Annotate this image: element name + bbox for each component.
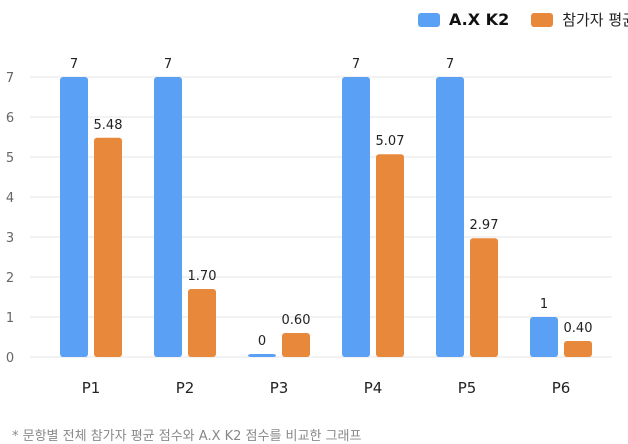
data-label: 7 <box>352 57 360 72</box>
legend: A.X K2 참가자 평균 <box>418 9 628 30</box>
bar-p1-series-2 <box>94 137 122 357</box>
x-tick-label: P2 <box>176 379 195 397</box>
x-tick-label: P3 <box>270 379 289 397</box>
data-label: 5.48 <box>94 118 123 133</box>
bar-p6-series-2 <box>564 341 592 357</box>
bar-p1-series-1 <box>60 77 88 357</box>
legend-item-ax-k2: A.X K2 <box>418 10 509 29</box>
y-tick-label: 3 <box>6 231 14 246</box>
bar-p5-series-1 <box>436 77 464 357</box>
legend-swatch-ax-k2 <box>418 12 440 27</box>
y-tick-label: 1 <box>6 311 14 326</box>
data-label: 1 <box>540 297 548 312</box>
y-tick-label: 4 <box>6 191 14 206</box>
y-tick-label: 6 <box>6 111 14 126</box>
x-tick-label: P5 <box>458 379 477 397</box>
data-label: 0.40 <box>564 321 593 336</box>
data-label: 7 <box>70 57 78 72</box>
data-label: 0 <box>258 334 266 349</box>
bar-p6-series-1 <box>530 317 558 357</box>
y-tick-label: 0 <box>6 351 14 366</box>
data-label: 1.70 <box>188 269 217 284</box>
x-tick-label: P4 <box>364 379 383 397</box>
bar-p5-series-2 <box>470 238 498 357</box>
x-tick-label: P6 <box>552 379 571 397</box>
footnote: * 문항별 전체 참가자 평균 점수와 A.X K2 점수를 비교한 그래프 <box>12 429 362 444</box>
y-tick-label: 7 <box>6 71 14 86</box>
y-tick-label: 2 <box>6 271 14 286</box>
legend-swatch-participant-average <box>531 12 554 27</box>
bar-p3-series-1 <box>248 354 276 357</box>
legend-label-ax-k2: A.X K2 <box>449 10 510 29</box>
legend-item-participant-average: 참가자 평균 <box>531 9 628 30</box>
bar-p4-series-2 <box>376 154 404 357</box>
bar-p3-series-2 <box>282 333 310 357</box>
data-label: 2.97 <box>470 218 499 233</box>
data-label: 5.07 <box>376 134 405 149</box>
data-label: 7 <box>446 57 454 72</box>
bar-p4-series-1 <box>342 77 370 357</box>
bar-p2-series-2 <box>188 289 216 357</box>
bar-p2-series-1 <box>154 77 182 357</box>
data-label: 7 <box>164 57 172 72</box>
x-tick-label: P1 <box>82 379 101 397</box>
legend-label-participant-average: 참가자 평균 <box>562 11 628 29</box>
y-tick-label: 5 <box>6 151 14 166</box>
data-label: 0.60 <box>282 313 311 328</box>
